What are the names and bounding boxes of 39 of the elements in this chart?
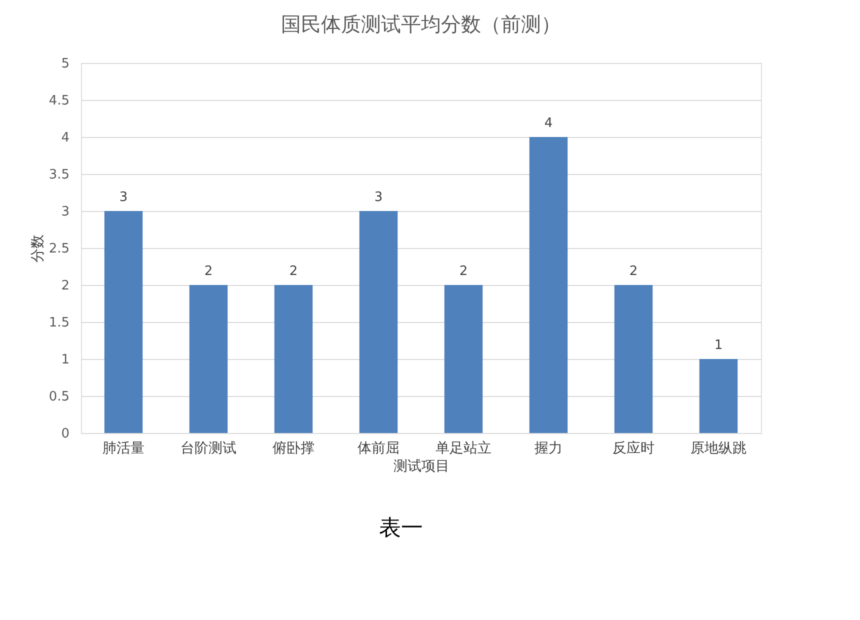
x-tick-label: 反应时 [612, 440, 654, 456]
y-tick-label: 2.5 [48, 242, 70, 256]
y-tick-label: 1 [61, 352, 70, 368]
bar [274, 285, 313, 433]
x-tick-label: 单足站立 [436, 440, 492, 456]
data-label: 4 [544, 116, 553, 131]
y-axis-title: 分数 [30, 234, 46, 262]
y-tick-label: 1.5 [48, 316, 70, 330]
data-label: 2 [204, 264, 213, 279]
chart-title: 国民体质测试平均分数（前测） [281, 12, 561, 36]
x-axis-title: 测试项目 [394, 458, 450, 474]
bar [104, 211, 143, 433]
y-tick-label: 3.5 [48, 168, 70, 182]
data-label: 3 [119, 190, 128, 205]
bar [614, 285, 653, 433]
data-label: 2 [289, 264, 298, 279]
x-tick-label: 握力 [534, 440, 562, 456]
data-label: 1 [714, 338, 723, 353]
y-tick-label: 3 [61, 204, 70, 220]
bar [699, 359, 738, 433]
data-label: 3 [374, 190, 383, 205]
x-tick-label: 肺活量 [102, 440, 144, 456]
x-tick-label: 台阶测试 [180, 440, 236, 456]
x-tick-label: 体前屈 [358, 440, 400, 456]
data-label: 2 [629, 264, 638, 279]
y-tick-label: 4.5 [48, 94, 70, 108]
y-tick-label: 0.5 [48, 390, 70, 404]
text: 表一 [379, 516, 423, 541]
y-tick-label: 4 [61, 130, 70, 146]
bar [189, 285, 228, 433]
bar [359, 211, 398, 433]
y-tick-label: 0 [61, 426, 70, 442]
y-tick-label: 2 [61, 278, 70, 294]
bar [529, 137, 568, 433]
x-tick-label: 俯卧撑 [272, 440, 314, 456]
bar [444, 285, 483, 433]
y-tick-label: 5 [61, 56, 70, 72]
data-label: 2 [459, 264, 468, 279]
x-tick-label: 原地纵跳 [690, 440, 746, 456]
